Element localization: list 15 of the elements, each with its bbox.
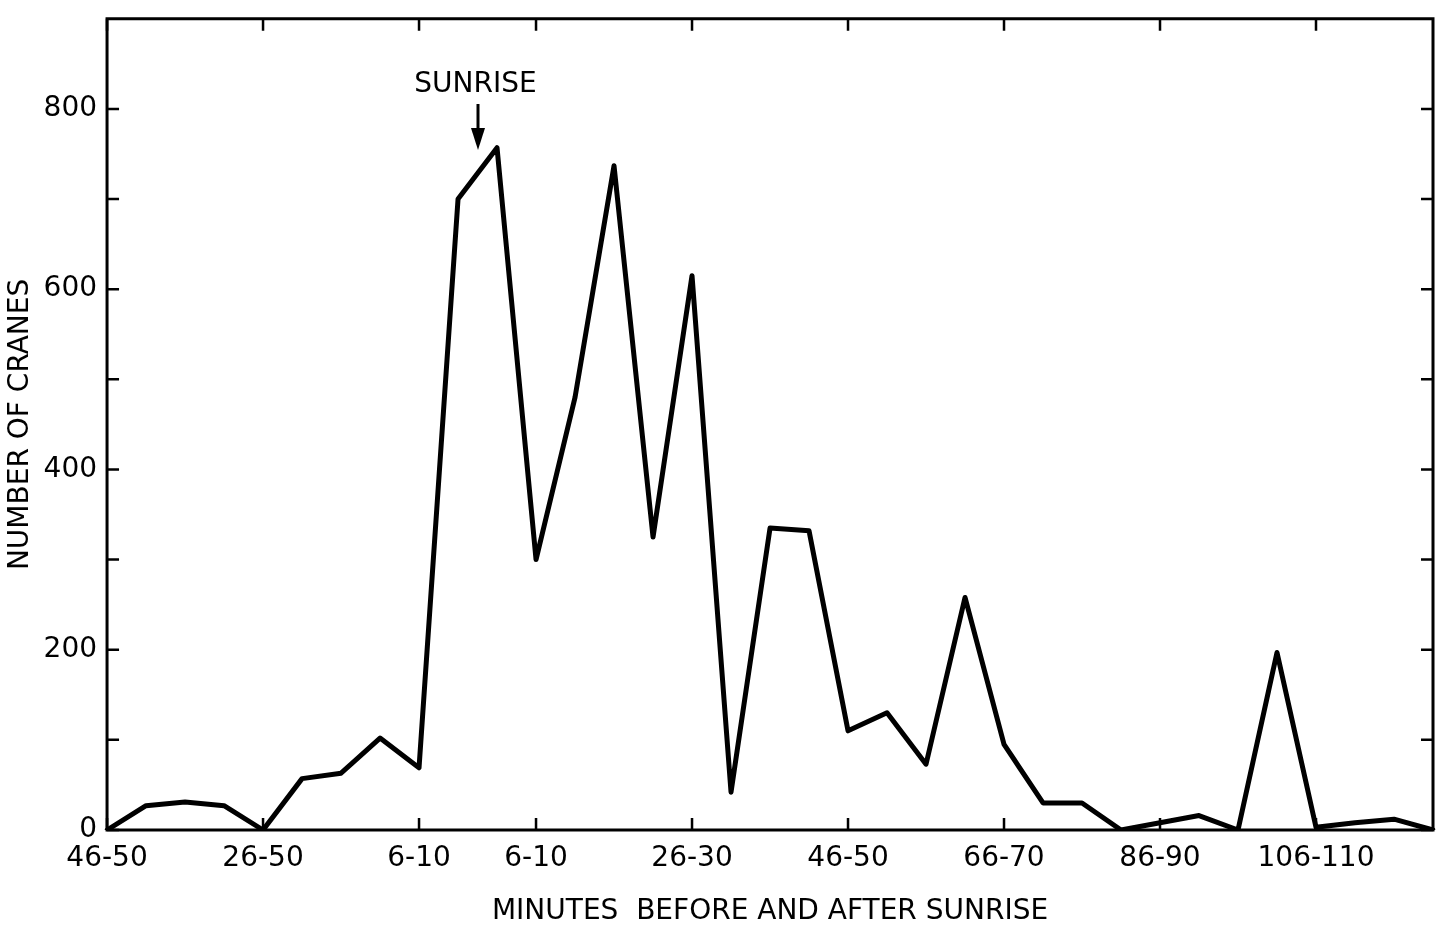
x-tick-label: 66-70 — [963, 840, 1045, 874]
x-tick-label: 6-10 — [387, 840, 451, 874]
y-tick-label: 400 — [43, 450, 98, 484]
x-tick-label: 106-110 — [1257, 840, 1375, 874]
annotation: SUNRISE — [414, 65, 537, 99]
y-tick-label: 600 — [43, 270, 98, 304]
x-tick-label: 26-50 — [222, 840, 304, 874]
x-tick-label: 6-10 — [504, 840, 568, 874]
x-tick-label: 46-50 — [807, 840, 889, 874]
x-tick-label: 26-30 — [651, 840, 733, 874]
x-axis-title: MINUTES BEFORE AND AFTER SUNRISE — [491, 893, 1049, 927]
y-tick-label: 800 — [43, 90, 98, 124]
x-tick-label: 86-90 — [1119, 840, 1201, 874]
y-tick-label: 200 — [43, 631, 98, 665]
y-axis-title: NUMBER OF CRANES — [2, 278, 36, 571]
